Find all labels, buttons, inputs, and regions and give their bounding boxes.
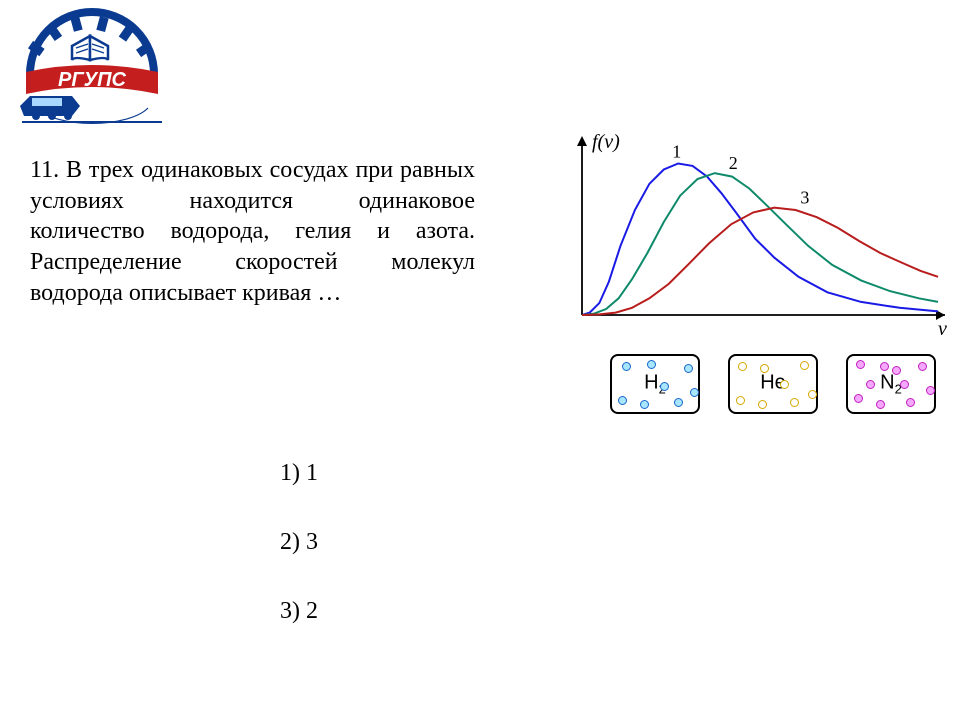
gas-box-n2: N2	[846, 354, 936, 414]
molecule-dot	[876, 400, 885, 409]
answer-option-1: 1) 1	[280, 460, 318, 487]
question-body: В трех одинаковых сосудах при равных усл…	[30, 157, 475, 306]
molecule-dot	[854, 394, 863, 403]
molecule-dot	[660, 382, 669, 391]
answer-option-2: 2) 3	[280, 529, 318, 556]
molecule-dot	[758, 400, 767, 409]
molecule-dot	[622, 362, 631, 371]
svg-text:1: 1	[672, 142, 681, 162]
logo-banner-text: РГУПС	[58, 69, 127, 91]
question-text: 11. В трех одинаковых сосудах при равных…	[30, 155, 475, 309]
svg-text:2: 2	[729, 153, 738, 173]
logo-svg: РГУПС	[12, 8, 172, 128]
molecule-dot	[780, 380, 789, 389]
molecule-dot	[856, 360, 865, 369]
molecule-dot	[892, 366, 901, 375]
molecule-dot	[866, 380, 875, 389]
gas-box-h2: H2	[610, 354, 700, 414]
molecule-dot	[926, 386, 935, 395]
gas-box-he: He	[728, 354, 818, 414]
answer-option-3: 3) 2	[280, 598, 318, 625]
molecule-dot	[738, 362, 747, 371]
answer-list: 1) 1 2) 3 3) 2	[280, 460, 318, 667]
molecule-dot	[640, 400, 649, 409]
molecule-dot	[808, 390, 817, 399]
molecule-dot	[618, 396, 627, 405]
molecule-dot	[647, 360, 656, 369]
molecule-dot	[900, 380, 909, 389]
institution-logo: РГУПС	[12, 8, 172, 128]
molecule-dot	[674, 398, 683, 407]
molecule-dot	[790, 398, 799, 407]
chart-svg: v f(v) 1 2 3	[550, 130, 950, 340]
svg-text:v: v	[938, 318, 947, 340]
maxwell-distribution-chart: v f(v) 1 2 3	[550, 130, 950, 340]
molecule-dot	[690, 388, 699, 397]
question-block: 11. В трех одинаковых сосудах при равных…	[30, 155, 475, 309]
molecule-dot	[906, 398, 915, 407]
question-number: 11.	[30, 157, 59, 183]
molecule-dot	[684, 364, 693, 373]
molecule-dot	[736, 396, 745, 405]
svg-text:f(v): f(v)	[592, 131, 620, 153]
molecule-dot	[880, 362, 889, 371]
molecule-dot	[918, 362, 927, 371]
molecule-dot	[800, 361, 809, 370]
gas-boxes-row: H2 He N2	[610, 354, 936, 414]
svg-text:3: 3	[800, 188, 809, 208]
molecule-dot	[760, 364, 769, 373]
